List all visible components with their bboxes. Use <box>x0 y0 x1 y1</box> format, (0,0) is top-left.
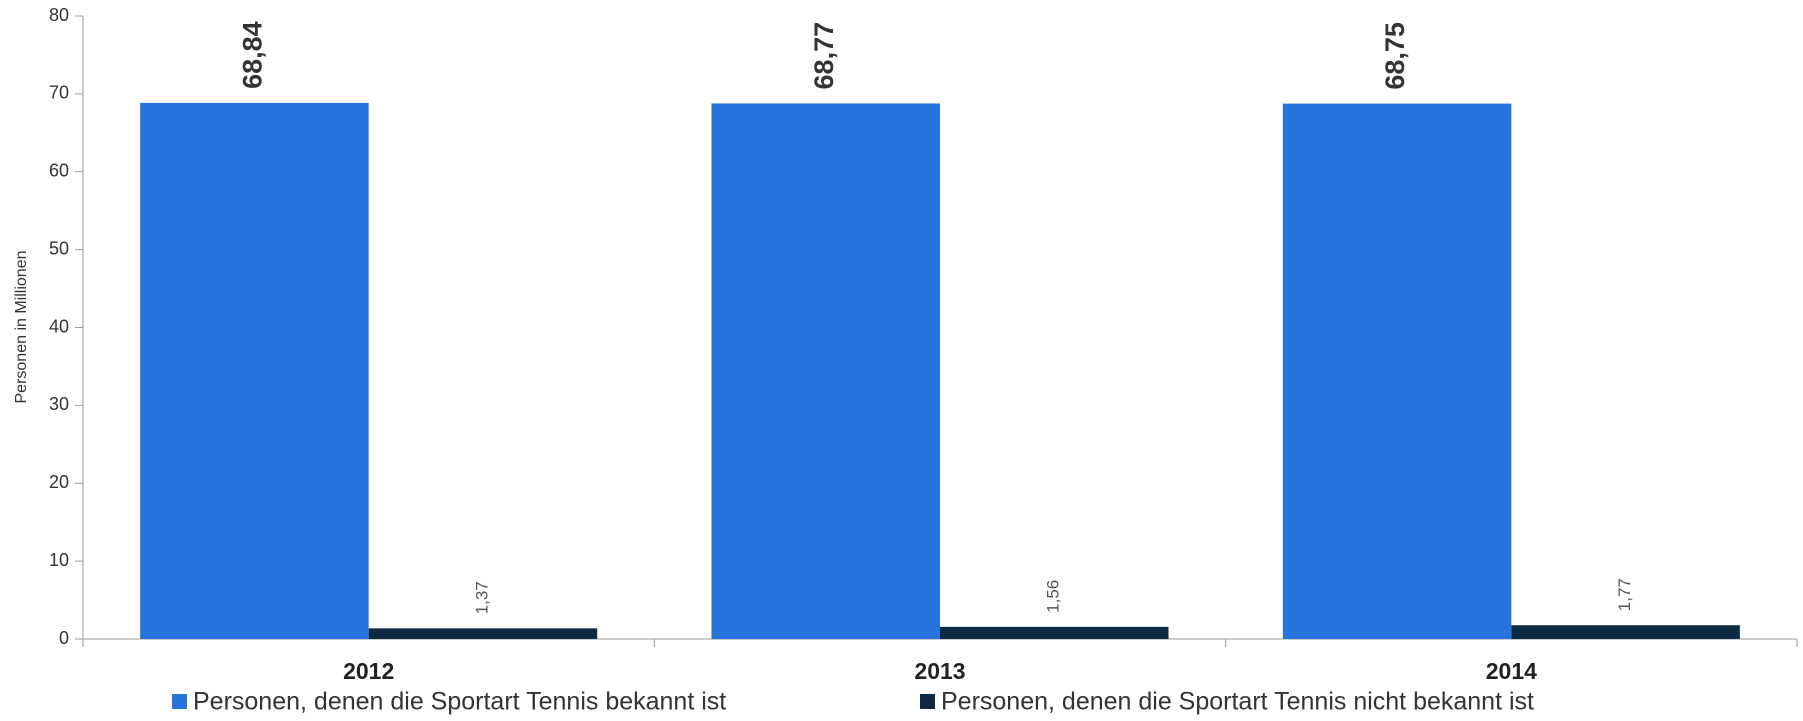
y-tick-label: 20 <box>49 472 69 492</box>
y-tick-label: 30 <box>49 394 69 414</box>
bar <box>1511 625 1740 639</box>
y-tick-label: 60 <box>49 161 69 181</box>
bar <box>711 103 940 640</box>
x-tick-label: 2014 <box>1486 658 1537 684</box>
bar <box>368 628 598 639</box>
legend-swatch <box>172 694 187 709</box>
y-axis-label: Personen in Millionen <box>13 251 30 404</box>
legend-label: Personen, denen die Sportart Tennis nich… <box>941 688 1534 716</box>
data-label: 68,75 <box>1380 22 1410 90</box>
bar <box>140 102 369 639</box>
legend-swatch <box>920 694 935 709</box>
data-label: 68,84 <box>238 21 268 89</box>
y-tick-label: 70 <box>49 83 69 103</box>
bar <box>1282 103 1512 639</box>
y-tick-label: 40 <box>49 316 69 336</box>
data-label: 68,77 <box>809 22 839 90</box>
data-label: 1,37 <box>472 581 491 614</box>
y-tick-label: 50 <box>49 238 69 258</box>
x-tick-label: 2012 <box>343 658 394 684</box>
legend-label: Personen, denen die Sportart Tennis beka… <box>193 688 726 716</box>
data-label: 1,77 <box>1615 578 1634 611</box>
x-tick-label: 2013 <box>914 658 965 684</box>
data-label: 1,56 <box>1044 580 1063 613</box>
bar <box>940 626 1169 639</box>
y-tick-label: 0 <box>59 628 69 648</box>
y-tick-label: 10 <box>49 550 69 570</box>
y-tick-label: 80 <box>49 5 69 25</box>
